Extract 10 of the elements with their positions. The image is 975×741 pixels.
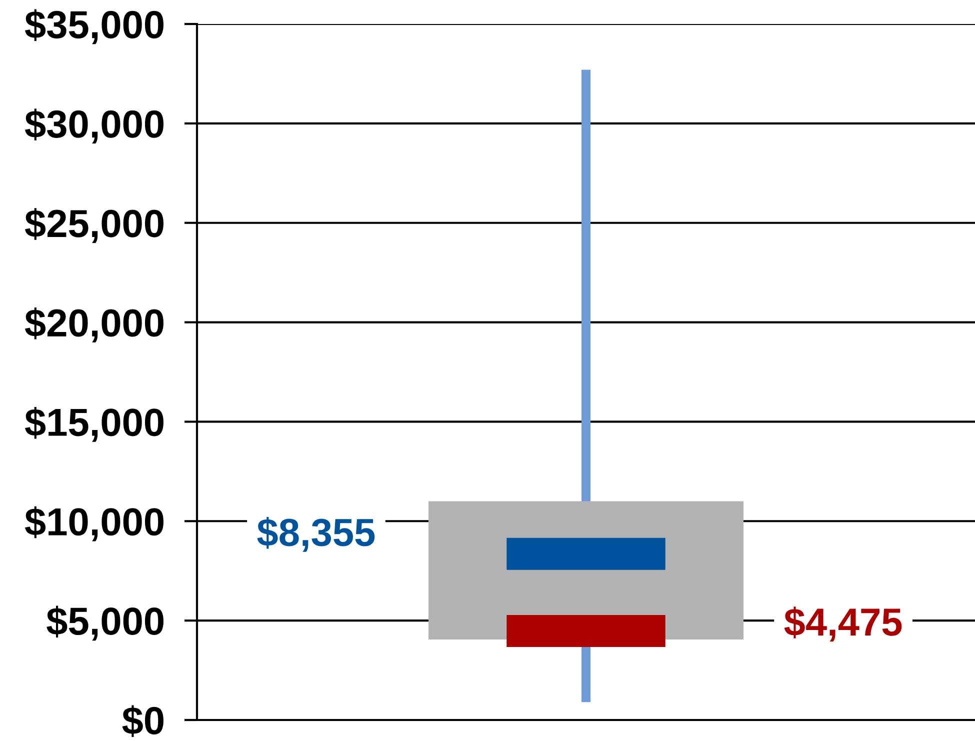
y-tick-label: $25,000 [25,208,164,243]
y-tick-label: $20,000 [25,308,164,342]
y-tick-label: $5,000 [46,606,164,641]
annotation: $8,355 [257,516,375,552]
y-tick-label: $10,000 [25,506,164,542]
y-tick-label: $15,000 [25,406,164,442]
y-tick-label: $30,000 [25,108,164,144]
y-tick-label: $35,000 [25,9,164,44]
annotation: $4,475 [784,606,902,642]
y-tick-label: $0 [122,705,164,737]
